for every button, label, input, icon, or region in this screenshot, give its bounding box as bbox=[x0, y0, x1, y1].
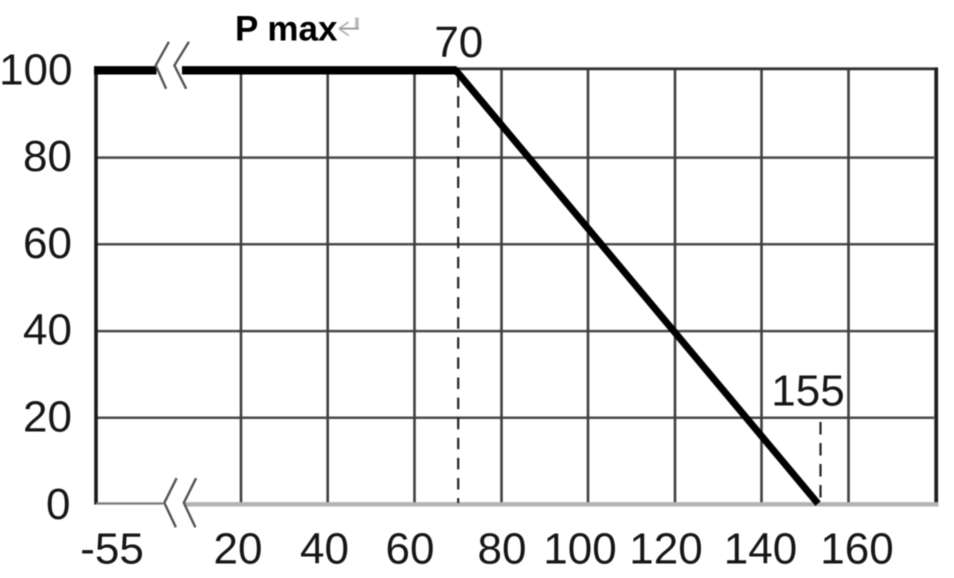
svg-text:100: 100 bbox=[0, 45, 73, 94]
svg-text:100: 100 bbox=[543, 525, 616, 574]
svg-text:40: 40 bbox=[300, 525, 349, 574]
svg-text:20: 20 bbox=[23, 393, 72, 442]
svg-text:20: 20 bbox=[214, 525, 263, 574]
svg-text:120: 120 bbox=[629, 525, 702, 574]
svg-text:80: 80 bbox=[23, 132, 72, 181]
svg-text:P max: P max bbox=[235, 10, 338, 49]
svg-text:0: 0 bbox=[46, 480, 70, 529]
svg-text:60: 60 bbox=[386, 525, 435, 574]
svg-text:160: 160 bbox=[820, 525, 893, 574]
svg-text:-55: -55 bbox=[80, 525, 144, 574]
svg-text:70: 70 bbox=[434, 18, 483, 67]
svg-text:60: 60 bbox=[23, 219, 72, 268]
svg-text:40: 40 bbox=[23, 306, 72, 355]
svg-text:155: 155 bbox=[771, 367, 844, 416]
svg-text:140: 140 bbox=[724, 525, 797, 574]
svg-text:80: 80 bbox=[478, 525, 527, 574]
